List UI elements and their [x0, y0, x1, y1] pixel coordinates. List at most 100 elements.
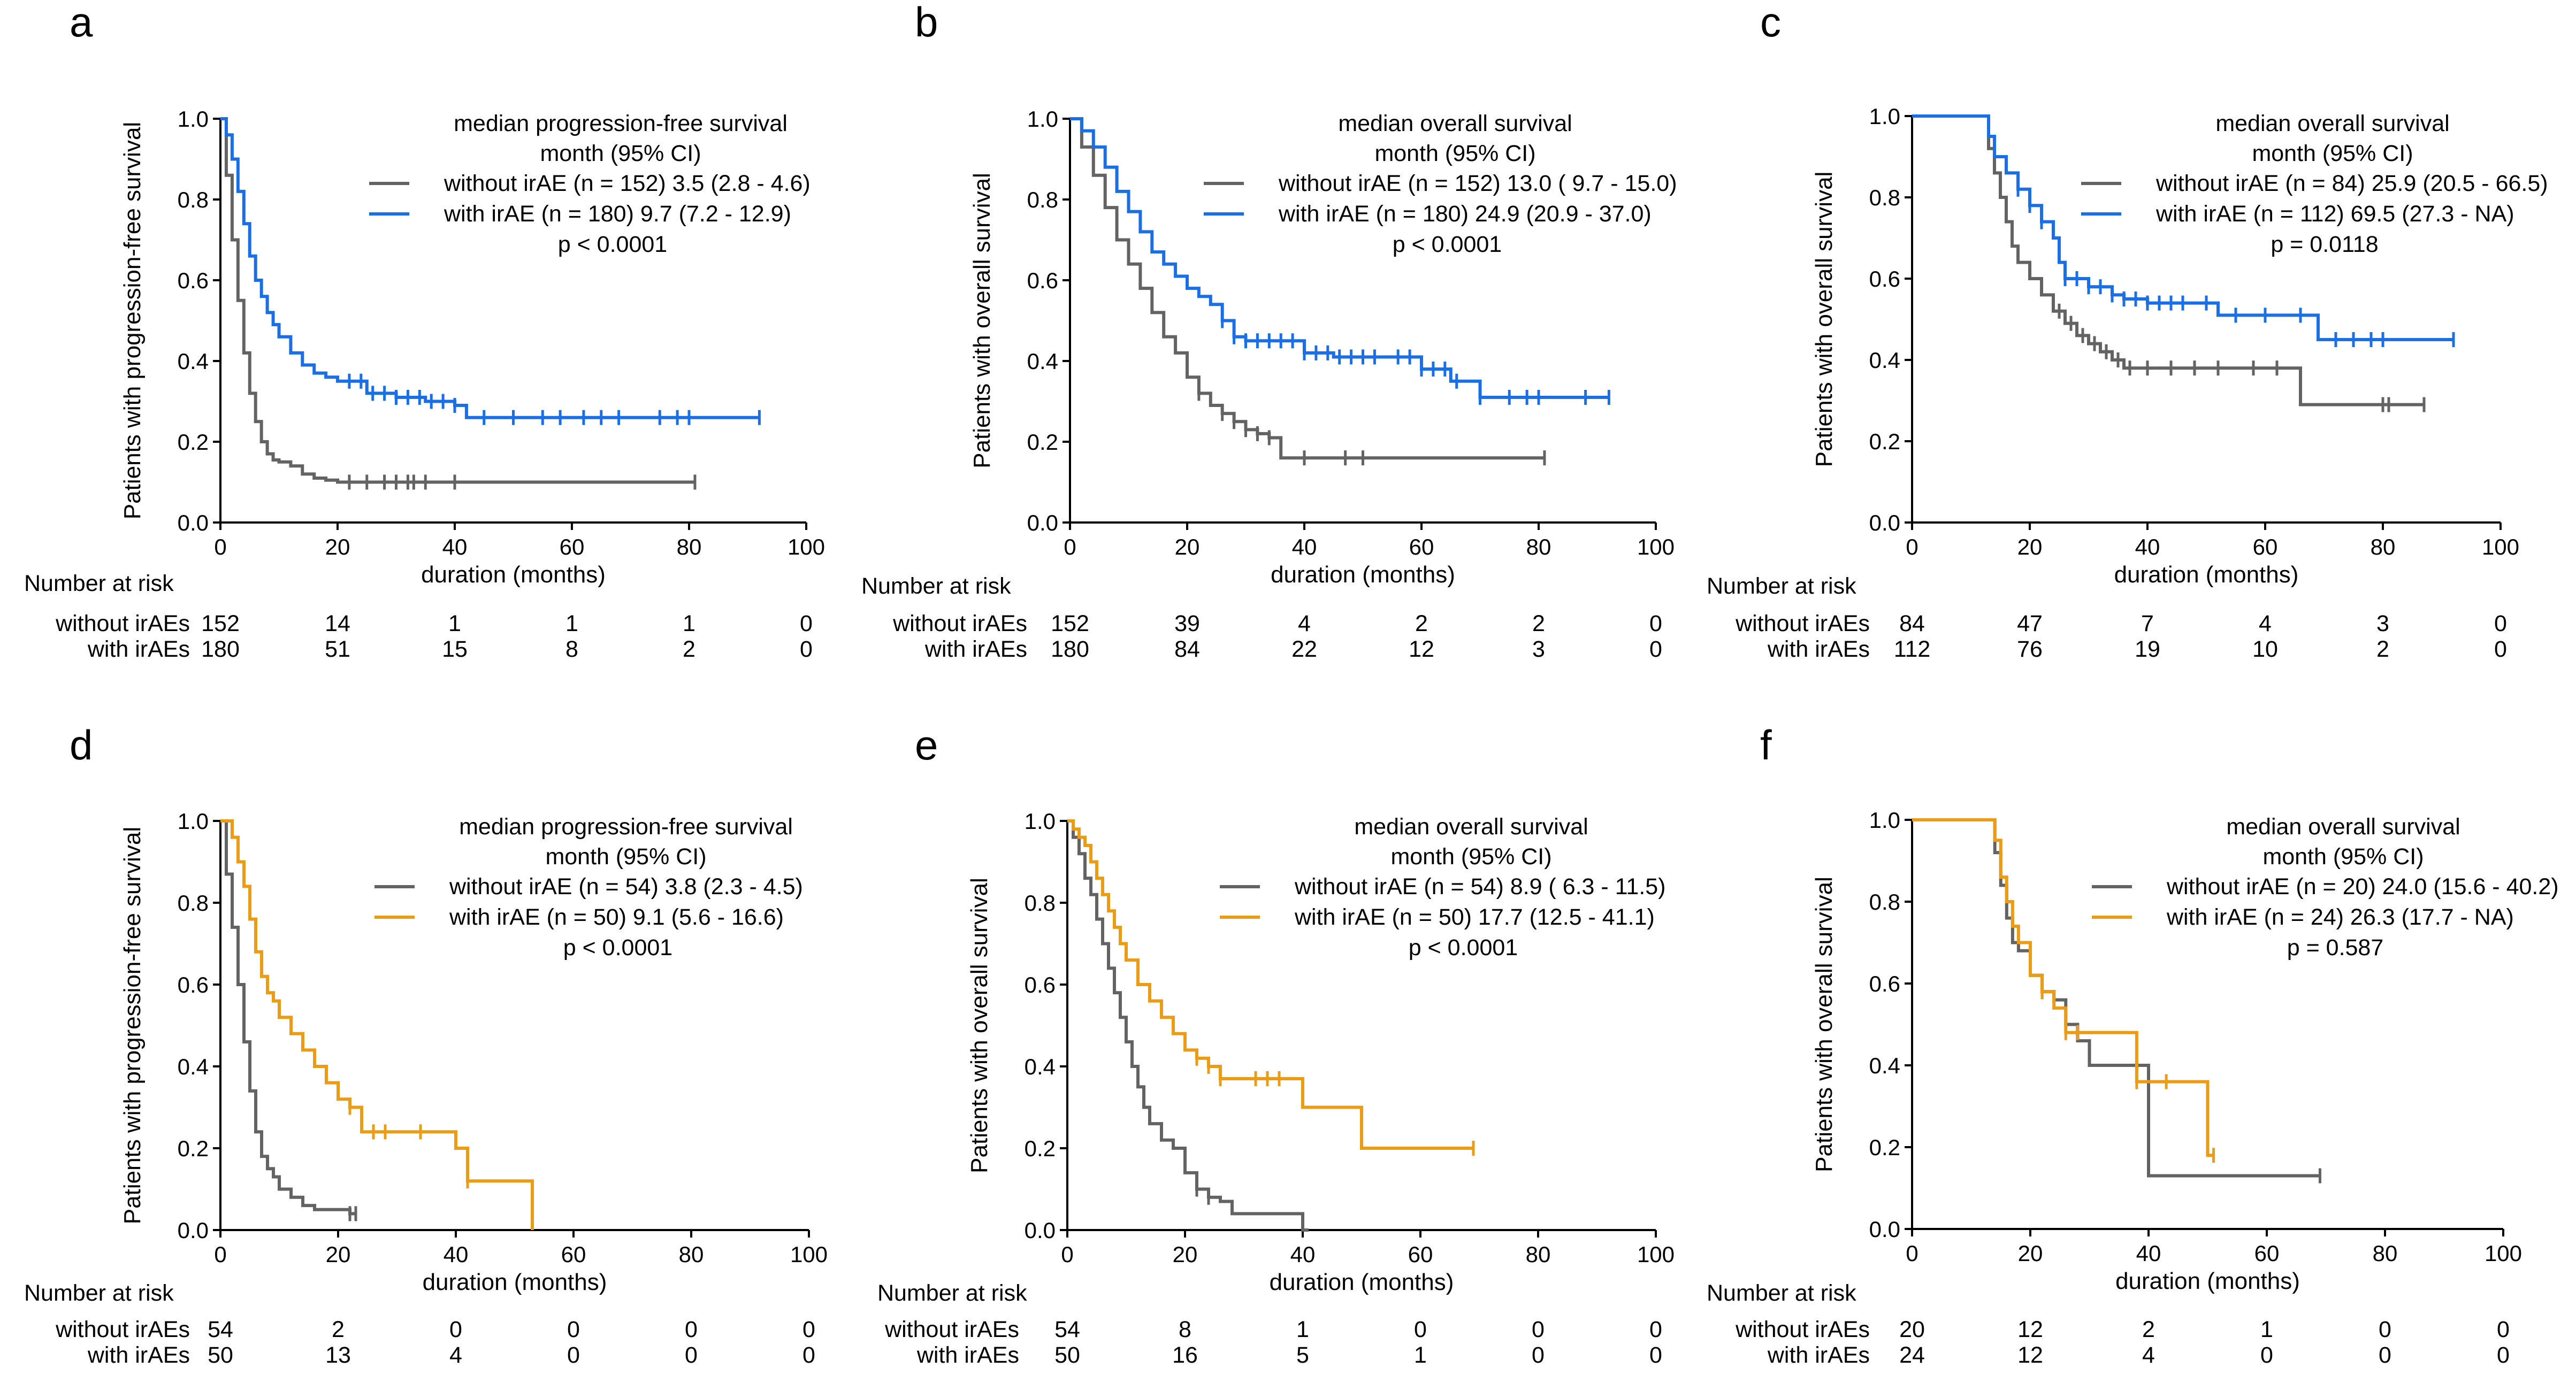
risk-value: 0 — [1532, 1317, 1545, 1342]
x-tick-label: 60 — [1409, 534, 1434, 559]
x-tick-label: 0 — [1906, 1241, 1918, 1266]
y-axis-label: Patients with overall survival — [966, 878, 992, 1173]
panel-e: e0 20 40 60 80 1000.00.20.40.60.81.0duration … — [877, 721, 1675, 1368]
x-tick-label: 20 — [2017, 534, 2043, 559]
y-tick-label: 0.8 — [178, 187, 209, 212]
x-tick-label: 40 — [2136, 1241, 2161, 1266]
x-axis-label: duration (months) — [421, 562, 606, 588]
risk-value: 0 — [1649, 636, 1662, 662]
legend-entry: with irAE (n = 50) 9.1 (5.6 - 16.6) — [449, 904, 784, 930]
x-tick-label: 100 — [788, 534, 825, 559]
x-tick-label: 0 — [1906, 534, 1918, 559]
y-tick-label: 0.8 — [1025, 890, 1056, 916]
x-tick-label: 20 — [1173, 1242, 1198, 1267]
p-value: p < 0.0001 — [558, 232, 667, 257]
legend-entry: without irAE (n = 20) 24.0 (15.6 - 40.2) — [2166, 874, 2559, 900]
risk-value: 76 — [2017, 636, 2043, 662]
risk-value: 2 — [332, 1317, 345, 1342]
panel-label: a — [70, 0, 93, 45]
x-tick-label: 0 — [1061, 1242, 1073, 1267]
risk-value: 1 — [1414, 1342, 1427, 1368]
panel-d: d0 20 40 60 80 1000.00.20.40.60.81.0duration … — [24, 721, 828, 1368]
y-tick-label: 0.6 — [178, 972, 209, 997]
risk-value: 1 — [1296, 1317, 1309, 1342]
y-tick-label: 0.6 — [1869, 971, 1900, 996]
risk-row-label: with irAEs — [916, 1342, 1019, 1368]
risk-value: 180 — [201, 636, 240, 662]
risk-value: 84 — [1899, 611, 1925, 636]
risk-value: 15 — [442, 636, 468, 662]
risk-value: 84 — [1174, 636, 1200, 662]
risk-value: 0 — [567, 1342, 580, 1368]
y-tick-label: 0.2 — [1869, 429, 1900, 454]
x-tick-label: 20 — [2018, 1241, 2043, 1266]
panel-label: f — [1760, 721, 1772, 769]
series-line-without-irae — [220, 819, 356, 1216]
x-tick-label: 20 — [326, 1242, 351, 1267]
y-tick-label: 1.0 — [1869, 104, 1900, 129]
x-tick-label: 100 — [790, 1242, 828, 1267]
risk-value: 0 — [802, 1317, 815, 1342]
y-tick-label: 0.2 — [1025, 1136, 1056, 1161]
risk-value: 0 — [800, 636, 813, 662]
legend-entry: with irAE (n = 24) 26.3 (17.7 - NA) — [2166, 904, 2514, 930]
x-tick-label: 80 — [679, 1242, 704, 1267]
x-tick-label: 40 — [444, 1242, 469, 1267]
risk-value: 0 — [2379, 1317, 2391, 1342]
p-value: p < 0.0001 — [1409, 935, 1518, 961]
risk-value: 0 — [1649, 1342, 1662, 1368]
x-tick-label: 40 — [442, 534, 468, 559]
legend-entry: without irAE (n = 152) 13.0 ( 9.7 - 15.0… — [1278, 171, 1677, 196]
risk-value: 112 — [1894, 636, 1931, 662]
risk-value: 14 — [325, 611, 350, 636]
y-tick-label: 0.6 — [1025, 972, 1056, 997]
y-tick-label: 0.4 — [178, 349, 209, 374]
x-tick-label: 40 — [1292, 534, 1317, 559]
y-tick-label: 1.0 — [1869, 808, 1900, 833]
y-tick-label: 0.6 — [1027, 268, 1058, 293]
x-tick-label: 100 — [1637, 534, 1675, 559]
legend-subtitle: month (95% CI) — [1390, 844, 1551, 870]
risk-value: 24 — [1899, 1342, 1925, 1368]
risk-value: 2 — [2142, 1317, 2155, 1342]
risk-value: 7 — [2141, 611, 2154, 636]
risk-value: 152 — [201, 611, 240, 636]
x-tick-label: 60 — [1408, 1242, 1433, 1267]
panel-b: b0 20 40 60 80 1000.00.20.40.60.81.0duration … — [861, 0, 1677, 662]
risk-value: 1 — [565, 611, 578, 636]
series-line-without-irae — [1912, 818, 2320, 1178]
p-value: p = 0.0118 — [2271, 232, 2378, 257]
risk-row-label: without irAEs — [55, 611, 190, 636]
risk-value: 0 — [567, 1317, 580, 1342]
x-axis-label: duration (months) — [423, 1269, 607, 1295]
risk-value: 0 — [685, 1342, 698, 1368]
y-tick-label: 0.0 — [1027, 510, 1058, 535]
risk-row-label: with irAEs — [924, 636, 1027, 662]
risk-row-label: with irAEs — [87, 1342, 190, 1368]
y-tick-label: 0.0 — [1025, 1218, 1056, 1243]
risk-value: 0 — [2497, 1342, 2510, 1368]
risk-value: 12 — [2017, 1317, 2043, 1342]
legend-entry: without irAE (n = 54) 3.8 (2.3 - 4.5) — [449, 874, 803, 900]
y-tick-label: 0.2 — [178, 429, 209, 455]
risk-row-label: with irAEs — [1767, 636, 1870, 662]
x-tick-label: 60 — [560, 534, 585, 559]
series-line-without-irae — [1070, 117, 1545, 460]
y-tick-label: 0.4 — [1025, 1054, 1056, 1079]
risk-value: 13 — [325, 1342, 351, 1368]
risk-value: 2 — [2376, 636, 2389, 662]
y-tick-label: 0.0 — [1869, 510, 1900, 535]
legend-title: median progression-free survival — [459, 814, 793, 840]
series-line-with-irae — [1067, 819, 1473, 1150]
risk-value: 0 — [2260, 1342, 2273, 1368]
legend-subtitle: month (95% CI) — [1374, 141, 1535, 166]
legend-title: median overall survival — [1354, 814, 1588, 840]
panel-label: b — [915, 0, 938, 45]
risk-value: 4 — [2142, 1342, 2155, 1368]
risk-title: Number at risk — [877, 1280, 1027, 1306]
risk-value: 50 — [1054, 1342, 1080, 1368]
y-axis-label: Patients with progression-free survival — [119, 122, 146, 519]
series-line-without-irae — [220, 117, 695, 484]
x-tick-label: 100 — [1637, 1242, 1675, 1267]
legend-entry: without irAE (n = 152) 3.5 (2.8 - 4.6) — [444, 171, 811, 196]
